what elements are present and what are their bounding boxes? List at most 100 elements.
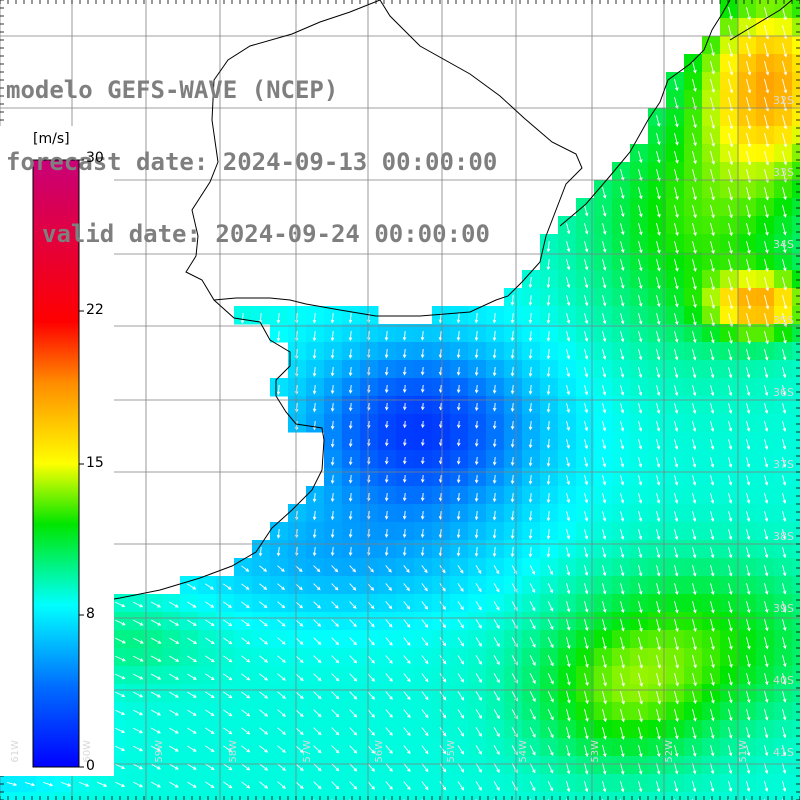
- wind-arrow-head: [282, 749, 286, 753]
- wind-arrow-head: [764, 554, 769, 559]
- wind-arrow-head: [747, 323, 752, 328]
- wind-arrow-head: [765, 53, 770, 58]
- wind-arrow: [295, 655, 304, 663]
- wind-arrow-head: [510, 480, 515, 485]
- wind-arrow-head: [765, 287, 770, 292]
- wind-arrow-head: [656, 374, 661, 379]
- wind-arrow-head: [656, 591, 661, 595]
- wind-cell: [792, 774, 800, 793]
- wind-arrow: [367, 763, 375, 772]
- wind-arrow-head: [299, 659, 304, 663]
- wind-arrow-head: [546, 266, 551, 271]
- wind-arrow: [656, 150, 660, 163]
- wind-arrow-head: [348, 407, 353, 412]
- wind-arrow-head: [711, 142, 715, 147]
- lon-label: 55W: [446, 740, 457, 763]
- wind-arrow-head: [782, 445, 787, 450]
- wind-arrow: [511, 546, 514, 557]
- wind-arrow: [602, 456, 606, 467]
- wind-arrow: [620, 456, 624, 467]
- wind-arrow: [584, 708, 588, 722]
- wind-arrow-head: [442, 678, 447, 683]
- wind-arrow: [439, 709, 447, 718]
- wind-arrow: [710, 240, 715, 254]
- wind-arrow: [457, 637, 464, 646]
- wind-arrow: [710, 600, 714, 613]
- wind-arrow: [620, 654, 625, 668]
- wind-arrow: [439, 601, 446, 610]
- wind-arrow-head: [245, 586, 250, 590]
- wind-arrow-head: [602, 338, 607, 343]
- wind-arrow: [620, 438, 624, 449]
- wind-arrow-head: [675, 718, 679, 723]
- wind-arrow-head: [407, 750, 411, 755]
- wind-arrow-head: [764, 392, 769, 396]
- wind-arrow-head: [692, 770, 697, 775]
- wind-arrow: [638, 492, 642, 503]
- wind-arrow: [656, 474, 660, 485]
- wind-arrow-head: [384, 424, 389, 429]
- wind-arrow-head: [384, 552, 389, 557]
- wind-arrow-head: [420, 515, 425, 520]
- wind-arrow-head: [335, 659, 340, 664]
- wind-arrow-head: [783, 196, 787, 201]
- wind-arrow-head: [692, 410, 697, 414]
- wind-arrow-head: [546, 302, 551, 307]
- wind-arrow-head: [456, 497, 461, 502]
- wind-arrow-head: [657, 646, 661, 651]
- wind-arrow: [692, 168, 697, 182]
- wind-arrow: [331, 745, 340, 754]
- wind-arrow-head: [317, 731, 322, 736]
- wind-arrow-head: [602, 554, 607, 558]
- wind-arrow: [692, 366, 696, 378]
- wind-arrow: [584, 294, 588, 306]
- wind-arrow-head: [783, 35, 788, 40]
- wind-arrow: [295, 673, 304, 681]
- wind-cell: [558, 792, 577, 800]
- wind-arrow: [529, 294, 532, 306]
- wind-arrow: [277, 655, 286, 663]
- wind-arrow: [475, 492, 478, 502]
- wind-arrow-head: [276, 552, 281, 557]
- wind-arrow-head: [602, 788, 607, 793]
- wind-arrow-head: [456, 534, 461, 539]
- wind-arrow: [169, 727, 179, 734]
- wind-arrow: [674, 240, 678, 254]
- wind-arrow-head: [228, 766, 233, 771]
- wind-arrow: [259, 655, 268, 663]
- wind-arrow-head: [584, 320, 589, 325]
- wind-arrow: [620, 168, 624, 181]
- wind-arrow-head: [335, 677, 340, 682]
- wind-arrow-head: [121, 675, 126, 680]
- wind-arrow-head: [693, 682, 697, 687]
- wind-arrow: [529, 583, 536, 593]
- wind-arrow: [638, 582, 642, 595]
- wind-arrow-head: [657, 285, 661, 290]
- wind-arrow: [440, 402, 442, 410]
- wind-arrow-head: [139, 729, 144, 734]
- wind-arrow: [674, 564, 678, 576]
- wind-arrow-head: [728, 499, 733, 504]
- wind-arrow: [511, 492, 514, 502]
- wind-arrow: [656, 726, 660, 739]
- wind-arrow-head: [460, 732, 465, 737]
- wind-arrow-head: [371, 641, 375, 646]
- wind-arrow-head: [746, 752, 751, 757]
- wind-arrow-head: [264, 749, 269, 753]
- wind-arrow-head: [621, 682, 625, 687]
- wind-arrow-head: [424, 786, 429, 791]
- wind-arrow-head: [656, 338, 661, 343]
- wind-arrow-head: [474, 337, 479, 342]
- wind-arrow-head: [638, 159, 643, 164]
- wind-arrow-head: [747, 214, 751, 219]
- wind-arrow-head: [710, 591, 715, 596]
- wind-arrow-head: [312, 337, 317, 342]
- wind-arrow-head: [675, 735, 679, 740]
- wind-arrow: [385, 727, 393, 736]
- wind-arrow: [475, 781, 482, 791]
- wind-arrow: [746, 474, 750, 486]
- wind-arrow: [349, 691, 357, 700]
- wind-cell: [288, 792, 307, 800]
- wind-arrow: [439, 727, 447, 736]
- wind-arrow-head: [728, 374, 733, 379]
